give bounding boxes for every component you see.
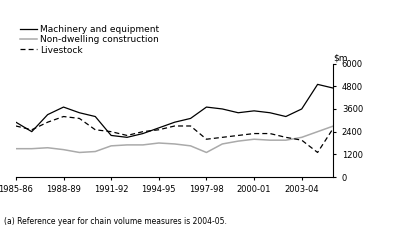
Machinery and equipment (93, 115, 98, 118)
Livestock (315, 151, 320, 154)
Non-dwelling construction (93, 150, 98, 153)
Livestock (188, 125, 193, 127)
Livestock (156, 128, 161, 131)
Non-dwelling construction (268, 139, 272, 142)
Livestock (93, 128, 98, 131)
Line: Livestock: Livestock (16, 116, 333, 153)
Non-dwelling construction (299, 136, 304, 139)
Machinery and equipment (29, 130, 34, 133)
Machinery and equipment (45, 113, 50, 116)
Machinery and equipment (236, 111, 241, 114)
Livestock (204, 138, 209, 141)
Non-dwelling construction (45, 146, 50, 149)
Non-dwelling construction (13, 147, 18, 150)
Machinery and equipment (283, 115, 288, 118)
Non-dwelling construction (315, 130, 320, 133)
Non-dwelling construction (172, 143, 177, 145)
Machinery and equipment (299, 108, 304, 110)
Non-dwelling construction (125, 143, 129, 146)
Machinery and equipment (61, 106, 66, 109)
Livestock (109, 130, 114, 133)
Legend: Machinery and equipment, Non-dwelling construction, Livestock: Machinery and equipment, Non-dwelling co… (20, 25, 159, 55)
Non-dwelling construction (331, 125, 336, 127)
Livestock (283, 136, 288, 139)
Non-dwelling construction (188, 145, 193, 147)
Machinery and equipment (252, 109, 256, 112)
Machinery and equipment (77, 111, 82, 114)
Machinery and equipment (141, 132, 145, 135)
Non-dwelling construction (77, 151, 82, 154)
Text: $m: $m (333, 53, 348, 62)
Machinery and equipment (13, 121, 18, 123)
Machinery and equipment (172, 121, 177, 123)
Livestock (236, 134, 241, 137)
Text: (a) Reference year for chain volume measures is 2004-05.: (a) Reference year for chain volume meas… (4, 217, 227, 226)
Machinery and equipment (268, 111, 272, 114)
Livestock (61, 115, 66, 118)
Machinery and equipment (109, 134, 114, 137)
Non-dwelling construction (204, 151, 209, 154)
Machinery and equipment (156, 126, 161, 129)
Livestock (299, 139, 304, 142)
Non-dwelling construction (141, 143, 145, 146)
Line: Non-dwelling construction: Non-dwelling construction (16, 126, 333, 153)
Machinery and equipment (331, 87, 336, 89)
Machinery and equipment (188, 117, 193, 120)
Livestock (77, 117, 82, 120)
Non-dwelling construction (29, 147, 34, 150)
Non-dwelling construction (156, 142, 161, 144)
Non-dwelling construction (220, 143, 225, 145)
Livestock (45, 121, 50, 123)
Livestock (13, 125, 18, 127)
Non-dwelling construction (283, 139, 288, 142)
Non-dwelling construction (61, 148, 66, 151)
Livestock (220, 136, 225, 139)
Livestock (29, 128, 34, 131)
Machinery and equipment (204, 106, 209, 109)
Livestock (252, 132, 256, 135)
Machinery and equipment (315, 83, 320, 86)
Non-dwelling construction (109, 145, 114, 147)
Livestock (172, 125, 177, 127)
Non-dwelling construction (236, 140, 241, 143)
Machinery and equipment (125, 136, 129, 139)
Livestock (125, 134, 129, 137)
Non-dwelling construction (252, 138, 256, 141)
Livestock (331, 126, 336, 129)
Livestock (141, 130, 145, 133)
Livestock (268, 132, 272, 135)
Line: Machinery and equipment: Machinery and equipment (16, 84, 333, 137)
Machinery and equipment (220, 108, 225, 110)
